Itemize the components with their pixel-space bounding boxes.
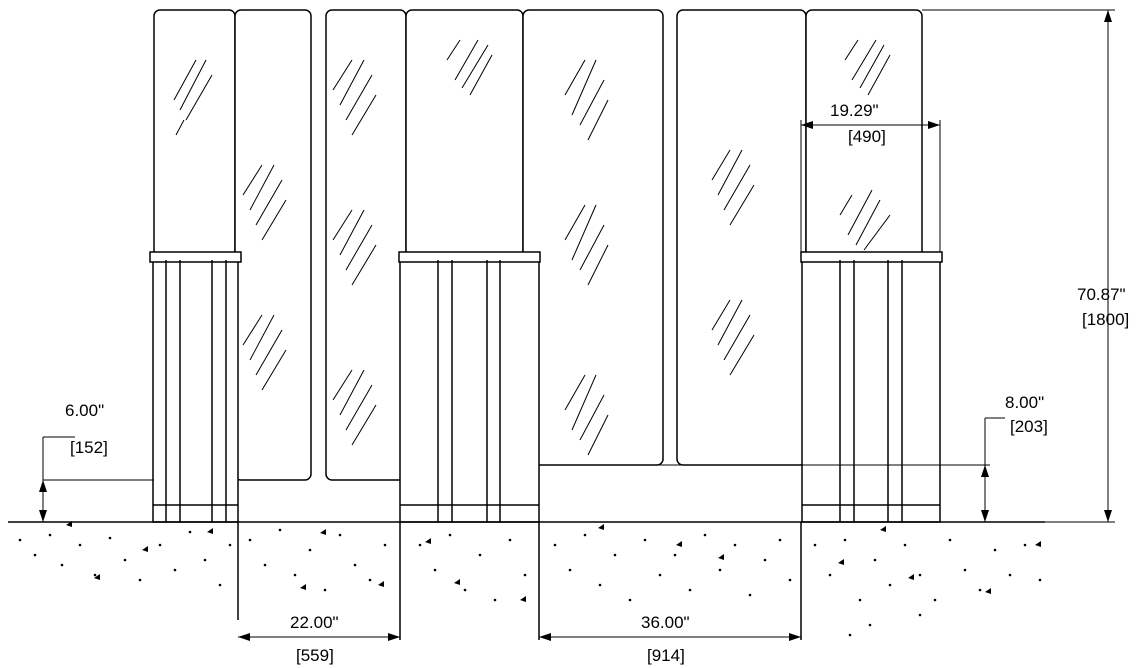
- dim-text-base-left-imperial: 6.00": [65, 401, 104, 420]
- post-center: [398, 251, 541, 523]
- dim-text-gap-large-metric: [914]: [647, 646, 685, 665]
- glass-panel-6: [676, 9, 807, 466]
- post-right: [800, 251, 943, 523]
- dim-text-gap-small-imperial: 22.00": [290, 613, 339, 632]
- dim-text-base-left-metric: [152]: [70, 438, 108, 457]
- glass-panel-3: [325, 9, 407, 481]
- dimension-post-gap-small: 22.00" [559]: [238, 613, 400, 665]
- glass-panel-2: [234, 9, 312, 481]
- dimension-panel-width: 19.29" [490]: [800, 101, 941, 252]
- dim-text-total-height-metric: [1800]: [1082, 310, 1129, 329]
- dim-text-gap-small-metric: [559]: [296, 646, 334, 665]
- concrete-hatch: [18, 521, 1042, 637]
- dimension-total-height: 70.87" [1800]: [922, 9, 1129, 523]
- post-left: [149, 251, 242, 523]
- dim-text-base-right-imperial: 8.00": [1005, 393, 1044, 412]
- glass-panel-5: [522, 9, 664, 466]
- dim-text-total-height-imperial: 70.87": [1077, 285, 1126, 304]
- dim-text-gap-large-imperial: 36.00": [641, 613, 690, 632]
- dimension-post-gap-large: 36.00" [914]: [539, 613, 801, 665]
- dimension-base-height-right: 8.00" [203]: [540, 393, 1048, 522]
- glass-reflection-marks: [173, 39, 891, 456]
- dim-text-panel-width-imperial: 19.29": [830, 101, 879, 120]
- dim-text-base-right-metric: [203]: [1010, 417, 1048, 436]
- dim-text-panel-width-metric: [490]: [848, 127, 886, 146]
- dimension-base-height-left: 6.00" [152]: [39, 401, 154, 522]
- ground-line: [8, 521, 1045, 640]
